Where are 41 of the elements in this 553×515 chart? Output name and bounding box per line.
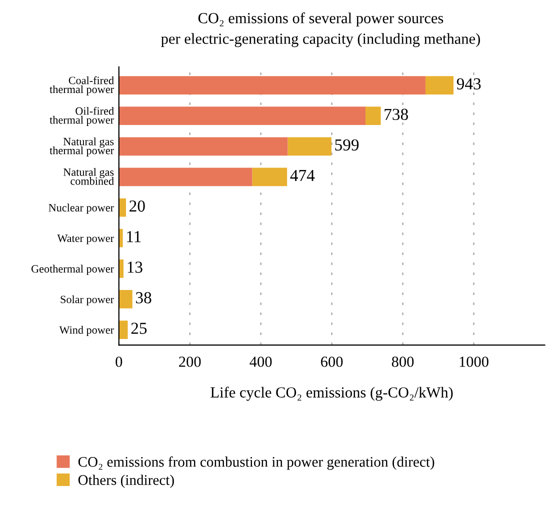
x-tick-label: 400 bbox=[250, 356, 272, 367]
bar bbox=[118, 168, 252, 186]
y-tick-label: Water power bbox=[57, 234, 114, 244]
y-tick-label: Natural gas combined bbox=[63, 168, 114, 185]
y-tick-label: Oil-fired thermal power bbox=[50, 106, 114, 126]
x-tick-label: 800 bbox=[392, 356, 414, 367]
x-tick-label: 600 bbox=[321, 356, 343, 367]
y-tick-label: Wind power bbox=[59, 326, 114, 336]
bar bbox=[118, 76, 426, 94]
total-label: 38 bbox=[136, 292, 152, 304]
y-tick-label: Geothermal power bbox=[31, 264, 114, 275]
total-label: 738 bbox=[384, 108, 408, 120]
bar bbox=[118, 137, 288, 156]
bar bbox=[118, 290, 132, 308]
bar bbox=[118, 106, 366, 126]
total-label: 13 bbox=[128, 262, 142, 273]
legend-label: Others (indirect) bbox=[78, 474, 174, 488]
x-tick-label: 200 bbox=[179, 356, 201, 367]
bar bbox=[118, 198, 126, 217]
x-tick-label: 1000 bbox=[460, 356, 488, 367]
bar bbox=[118, 320, 128, 339]
y-tick-label: Nuclear power bbox=[48, 204, 114, 214]
y-tick-label: Natural gas thermal power bbox=[50, 138, 114, 157]
bar bbox=[288, 137, 332, 156]
total-label: 599 bbox=[335, 139, 359, 151]
x-axis-title: Life cycle CO₂ emissions (g-CO₂/kWh) bbox=[210, 386, 453, 401]
total-label: 943 bbox=[456, 78, 481, 90]
total-label: 11 bbox=[127, 231, 141, 242]
bar bbox=[366, 106, 381, 126]
bar bbox=[118, 228, 123, 248]
total-label: 474 bbox=[290, 170, 315, 181]
total-label: 25 bbox=[131, 322, 147, 334]
chart-subtitle: per electric-generating capacity (including methane) bbox=[161, 33, 480, 48]
y-tick-label: Coal-fired thermal power bbox=[50, 76, 114, 96]
total-label: 20 bbox=[130, 200, 145, 212]
chart-title: CO₂ emissions of several power sources bbox=[198, 12, 444, 26]
bar bbox=[425, 76, 454, 94]
legend-label: CO₂ emissions from combustion in power generation (direct) bbox=[78, 456, 434, 470]
bar bbox=[252, 168, 288, 186]
x-tick-label: 0 bbox=[116, 356, 122, 367]
y-tick-label: Solar power bbox=[60, 295, 114, 306]
